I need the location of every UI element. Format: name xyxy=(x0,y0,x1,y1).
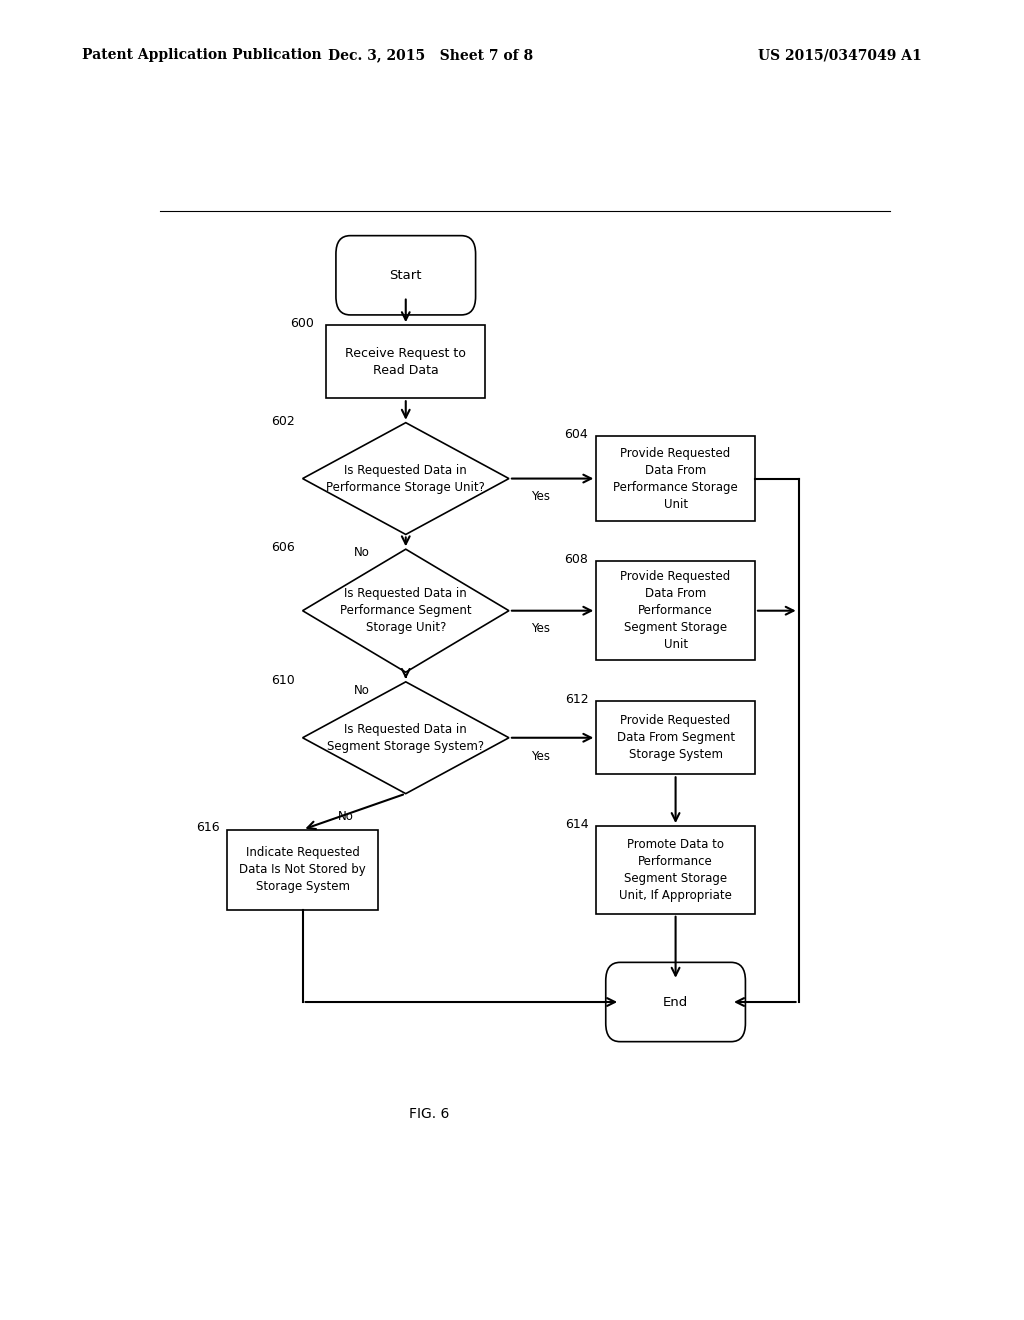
Text: 612: 612 xyxy=(564,693,588,706)
Text: No: No xyxy=(338,809,354,822)
Text: FIG. 6: FIG. 6 xyxy=(410,1106,450,1121)
FancyBboxPatch shape xyxy=(596,701,755,775)
FancyBboxPatch shape xyxy=(227,830,378,909)
Polygon shape xyxy=(303,549,509,672)
Text: 600: 600 xyxy=(291,317,314,330)
Text: End: End xyxy=(663,995,688,1008)
Text: Provide Requested
Data From Segment
Storage System: Provide Requested Data From Segment Stor… xyxy=(616,714,734,762)
Text: 608: 608 xyxy=(564,553,588,566)
Text: Yes: Yes xyxy=(531,623,550,635)
Text: Start: Start xyxy=(389,269,422,281)
Text: 604: 604 xyxy=(564,429,588,441)
FancyBboxPatch shape xyxy=(606,962,745,1041)
Polygon shape xyxy=(303,682,509,793)
Text: Patent Application Publication: Patent Application Publication xyxy=(82,49,322,62)
Text: Dec. 3, 2015   Sheet 7 of 8: Dec. 3, 2015 Sheet 7 of 8 xyxy=(328,49,532,62)
Text: 610: 610 xyxy=(271,673,295,686)
Text: Is Requested Data in
Segment Storage System?: Is Requested Data in Segment Storage Sys… xyxy=(328,723,484,752)
FancyBboxPatch shape xyxy=(327,325,485,399)
FancyBboxPatch shape xyxy=(336,236,475,315)
Polygon shape xyxy=(303,422,509,535)
FancyBboxPatch shape xyxy=(596,561,755,660)
Text: Yes: Yes xyxy=(531,490,550,503)
Text: Is Requested Data in
Performance Storage Unit?: Is Requested Data in Performance Storage… xyxy=(327,463,485,494)
Text: Receive Request to
Read Data: Receive Request to Read Data xyxy=(345,347,466,376)
Text: Is Requested Data in
Performance Segment
Storage Unit?: Is Requested Data in Performance Segment… xyxy=(340,587,472,634)
Text: Indicate Requested
Data Is Not Stored by
Storage System: Indicate Requested Data Is Not Stored by… xyxy=(240,846,366,894)
Text: 616: 616 xyxy=(196,821,219,834)
Text: Promote Data to
Performance
Segment Storage
Unit, If Appropriate: Promote Data to Performance Segment Stor… xyxy=(620,838,732,902)
Text: No: No xyxy=(354,684,370,697)
Text: 602: 602 xyxy=(271,414,295,428)
FancyBboxPatch shape xyxy=(596,437,755,520)
Text: No: No xyxy=(354,546,370,560)
Text: 606: 606 xyxy=(271,541,295,554)
Text: Provide Requested
Data From
Performance
Segment Storage
Unit: Provide Requested Data From Performance … xyxy=(621,570,731,651)
Text: Yes: Yes xyxy=(531,750,550,763)
Text: US 2015/0347049 A1: US 2015/0347049 A1 xyxy=(758,49,922,62)
FancyBboxPatch shape xyxy=(596,826,755,913)
Text: Provide Requested
Data From
Performance Storage
Unit: Provide Requested Data From Performance … xyxy=(613,446,738,511)
Text: 614: 614 xyxy=(564,818,588,830)
